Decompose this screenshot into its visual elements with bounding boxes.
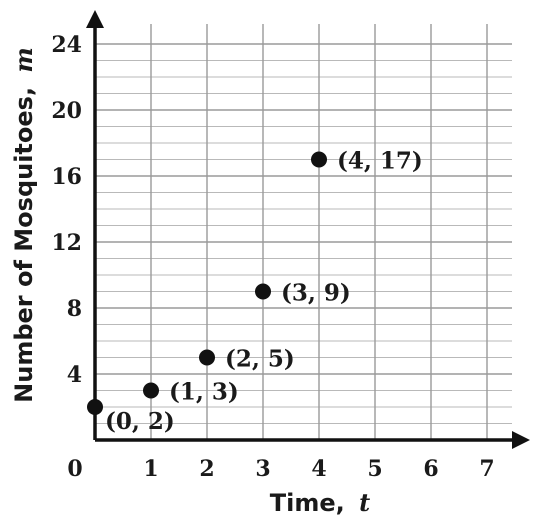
x-tick-label: 1 [143,456,158,482]
y-axis-variable: m [9,47,38,72]
y-tick-label: 12 [51,230,82,256]
data-point-label: (0, 2) [105,408,175,435]
data-point-label: (3, 9) [281,280,351,307]
x-tick-label: 7 [479,456,494,482]
y-axis-arrow [86,10,104,28]
x-tick-label: 5 [367,456,382,482]
x-tick-label: 3 [255,456,270,482]
data-point [255,283,271,300]
data-point-label: (4, 17) [337,148,423,175]
y-tick-label: 8 [67,296,82,322]
x-axis-title: Time, t [270,488,370,517]
x-axis-title-text: Time, [270,489,345,517]
data-point-label: (1, 3) [169,379,239,406]
data-point [87,399,103,415]
data-point [311,151,327,168]
y-tick-label: 16 [51,164,82,190]
y-axis-title: Number of Mosquitoes, m [9,47,38,403]
grid [95,24,512,440]
x-tick-label: 0 [67,456,82,482]
data-points: (0, 2)(1, 3) (2, 5) (3, 9) (4, 17) [87,148,423,435]
data-point-label: (2, 5) [225,346,295,373]
data-point [199,349,215,366]
x-axis-variable: t [359,488,370,517]
axes [86,10,530,449]
x-tick-label: 6 [423,456,438,482]
x-tick-label: 2 [199,456,214,482]
y-tick-label: 24 [51,32,82,58]
x-tick-label: 4 [311,456,326,482]
data-point [143,382,159,399]
y-axis-title-text: Number of Mosquitoes, [10,87,38,403]
y-tick-label: 4 [67,362,82,388]
y-tick-label: 20 [51,98,82,124]
x-axis-arrow [512,431,530,449]
